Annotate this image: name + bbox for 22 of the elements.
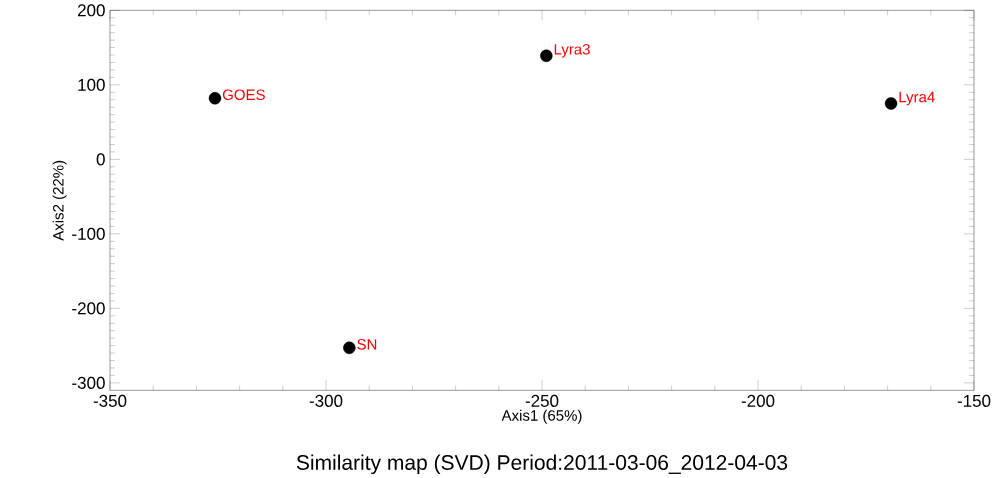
y-tick-label: 100 — [78, 78, 105, 91]
annotation: Lyra3 — [554, 43, 590, 58]
x-tick-label: -200 — [741, 394, 775, 407]
x-tick-label: -250 — [525, 394, 559, 407]
text: Similarity map (SVD) Period:2011-03-06_2012-04-03 — [296, 454, 788, 474]
point — [540, 49, 553, 62]
y-tick-label: -300 — [72, 376, 105, 389]
annotation: SN — [357, 338, 377, 350]
point — [343, 341, 356, 354]
annotation: Lyra4 — [899, 91, 935, 106]
point — [884, 97, 898, 110]
y-tick-label: 0 — [96, 153, 105, 166]
y-axis-title: Axis2 (22%) — [52, 160, 67, 241]
y-tick-label: -100 — [72, 227, 105, 240]
annotation: GOES — [222, 89, 265, 100]
y-tick-label: -200 — [72, 302, 105, 315]
x-tick-label: -150 — [957, 394, 991, 407]
x-tick-label: -350 — [93, 394, 127, 407]
x-axis-title: Axis1 (65%) — [501, 409, 582, 424]
y-tick-label: 200 — [77, 4, 105, 17]
point — [208, 91, 222, 105]
x-tick-label: -300 — [309, 394, 343, 407]
